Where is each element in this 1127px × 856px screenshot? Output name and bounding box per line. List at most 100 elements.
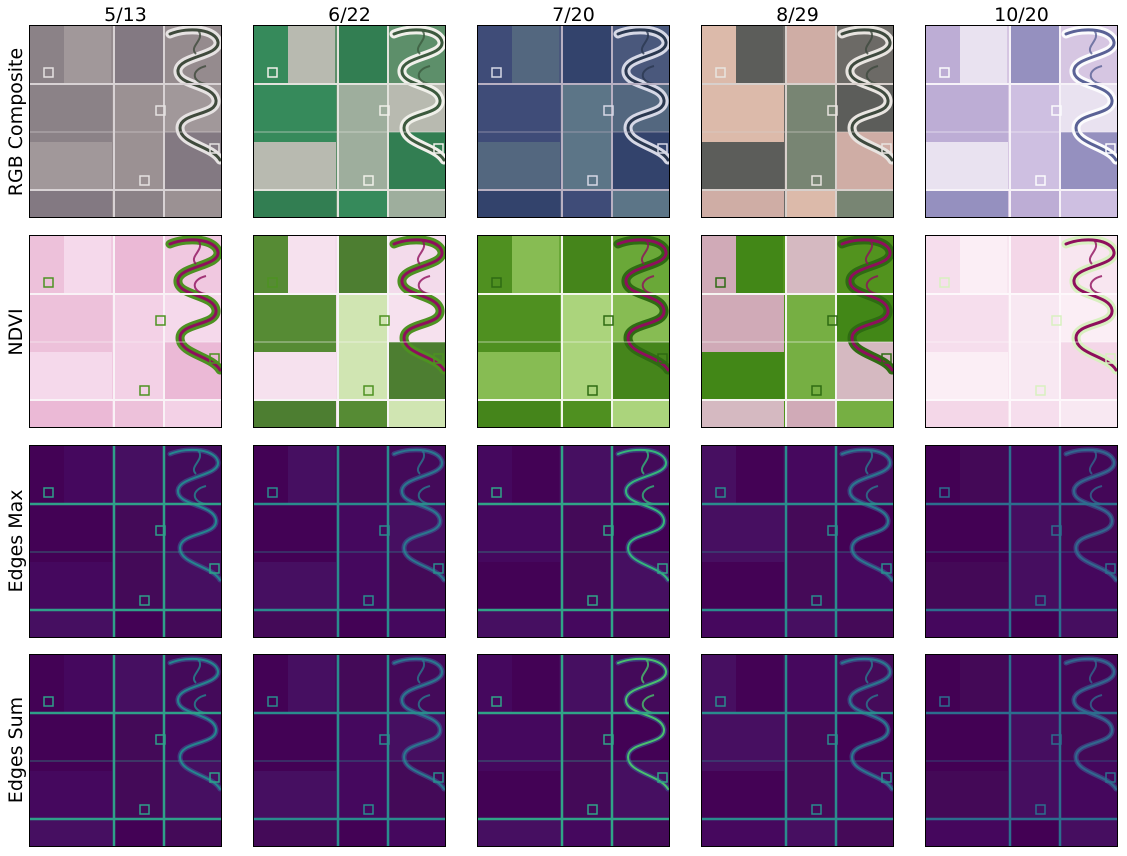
field-parcel [786, 342, 836, 400]
farmstead [363, 804, 374, 815]
field-parcel [30, 294, 112, 352]
field-parcel [786, 655, 836, 713]
field-parcel [338, 132, 388, 190]
field-parcel [926, 26, 960, 84]
field-parcel [254, 352, 336, 400]
tile-image [30, 236, 221, 427]
field-parcel [30, 236, 64, 294]
field-parcel [562, 446, 612, 504]
river-channel [392, 28, 445, 162]
farmstead [1051, 105, 1062, 116]
field-parcel [30, 26, 64, 84]
field-parcel [926, 400, 1008, 427]
tile-image [926, 446, 1117, 637]
field-parcel [338, 610, 388, 637]
field-parcel [786, 552, 836, 610]
field-parcel [478, 771, 560, 819]
field-parcel [30, 819, 112, 846]
tile-r1-c3 [477, 25, 670, 218]
field-parcel [30, 84, 112, 142]
field-parcel [30, 655, 64, 713]
farmstead [491, 277, 502, 288]
field-parcel [562, 552, 612, 610]
field-parcel [562, 190, 612, 217]
field-parcel [478, 294, 560, 352]
field-parcel [926, 190, 1008, 217]
field-parcel [702, 655, 736, 713]
field-parcel [288, 236, 335, 294]
field-parcel [254, 446, 288, 504]
farmstead [379, 315, 390, 326]
farmstead [433, 772, 444, 783]
farmstead [715, 487, 726, 498]
farmstead [881, 143, 892, 154]
field-parcel [30, 142, 112, 190]
field-parcel [612, 190, 669, 217]
field-parcel [478, 142, 560, 190]
field-parcel [786, 400, 836, 427]
field-parcel [612, 400, 669, 427]
field-parcel [114, 819, 164, 846]
column-title-3: 7/20 [552, 4, 595, 26]
tile-image [926, 26, 1117, 217]
farmstead [1105, 353, 1116, 364]
field-parcel [786, 26, 836, 84]
field-parcel [562, 400, 612, 427]
tile-r1-c2 [253, 25, 446, 218]
field-parcel [478, 819, 560, 846]
tile-image [702, 655, 893, 846]
farmstead [491, 67, 502, 78]
field-parcel [512, 655, 559, 713]
farmstead [155, 525, 166, 536]
tile-image [926, 655, 1117, 846]
farmstead [827, 105, 838, 116]
tile-r3-c2 [253, 445, 446, 638]
river-channel [168, 28, 221, 162]
field-parcel [736, 26, 783, 84]
farmstead [1035, 385, 1046, 396]
tile-r1-c4 [701, 25, 894, 218]
field-parcel [254, 819, 336, 846]
row-label-2: NDVI [5, 308, 27, 356]
field-parcel [478, 610, 560, 637]
field-parcel [114, 342, 164, 400]
river-channel [169, 657, 221, 790]
field-parcel [562, 610, 612, 637]
field-parcel [254, 504, 336, 562]
farmstead [155, 315, 166, 326]
field-parcel [702, 26, 736, 84]
field-parcel [64, 26, 111, 84]
field-parcel [478, 504, 560, 562]
field-parcel [30, 610, 112, 637]
river-channel [168, 238, 221, 372]
field-parcel [1010, 132, 1060, 190]
field-parcel [338, 400, 388, 427]
field-parcel [926, 819, 1008, 846]
farmstead [379, 734, 390, 745]
farmstead [939, 67, 950, 78]
field-parcel [1010, 26, 1060, 84]
tile-image [926, 236, 1117, 427]
tile-r1-c5 [925, 25, 1118, 218]
farmstead [43, 487, 54, 498]
field-parcel [30, 713, 112, 771]
field-parcel [164, 610, 221, 637]
field-parcel [254, 236, 288, 294]
farmstead [827, 315, 838, 326]
field-parcel [836, 610, 893, 637]
farmstead [1035, 595, 1046, 606]
field-parcel [702, 400, 784, 427]
field-parcel [30, 446, 64, 504]
farmstead [657, 143, 668, 154]
field-parcel [926, 84, 1008, 142]
river-channel [840, 238, 893, 372]
farmstead [827, 734, 838, 745]
farmstead [267, 277, 278, 288]
farmstead [939, 487, 950, 498]
farmstead [43, 696, 54, 707]
farmstead [363, 385, 374, 396]
field-parcel [164, 400, 221, 427]
field-parcel [288, 26, 335, 84]
farmstead [267, 696, 278, 707]
tile-r4-c5 [925, 654, 1118, 847]
